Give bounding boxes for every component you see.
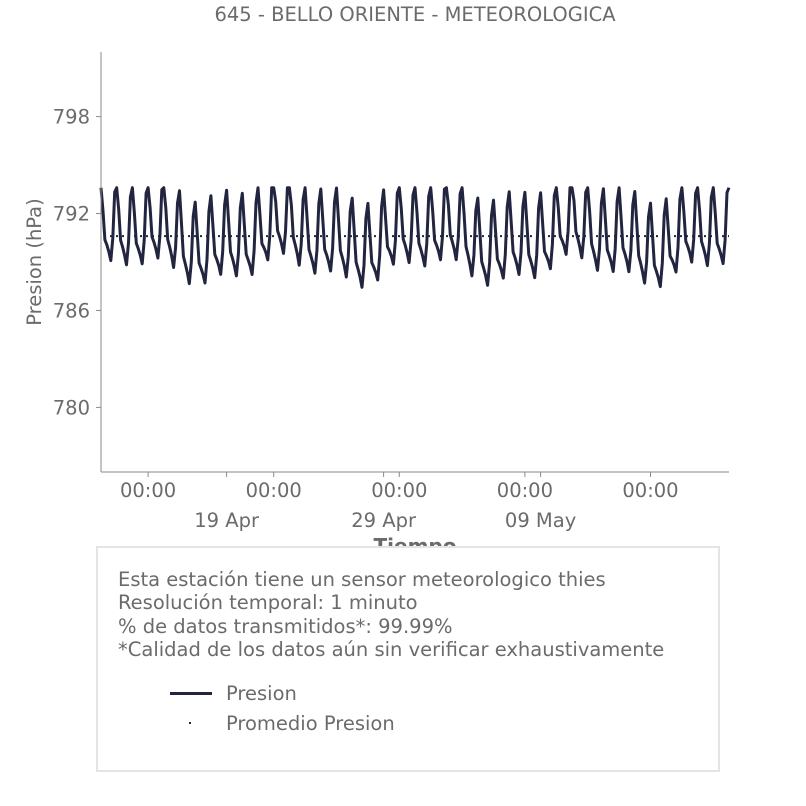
legend-line-swatch <box>168 681 214 705</box>
quality-note: *Calidad de los datos aún sin verificar … <box>118 637 665 661</box>
x-tick-label: 00:00 <box>371 479 427 502</box>
legend-dot-swatch <box>168 711 214 735</box>
plot-area <box>99 186 731 289</box>
legend-item-presion: Presion <box>168 681 297 705</box>
sensor-info: Esta estación tiene un sensor meteorolog… <box>118 568 606 591</box>
chart-title: 645 - BELLO ORIENTE - METEOROLOGICA <box>214 3 616 26</box>
x-tick-label: 00:00 <box>497 479 553 502</box>
data-transmitted: % de datos transmitidos*: 99.99% <box>118 614 453 638</box>
y-tick-label: 798 <box>53 106 90 129</box>
temporal-resolution: Resolución temporal: 1 minuto <box>118 591 418 615</box>
y-axis-label: Presion (hPa) <box>23 198 46 325</box>
x-tick-label: 00:00 <box>246 479 302 502</box>
y-tick-label: 792 <box>53 203 90 226</box>
x-date-label: 09 May <box>505 509 576 532</box>
x-date-label: 29 Apr <box>351 509 417 532</box>
y-tick-label: 786 <box>53 299 90 322</box>
axes: 780 786 792 798 00:00 00:00 00:00 00:00 00:00 19 … <box>53 52 729 532</box>
presion-series-line <box>99 186 731 289</box>
x-tick-label: 00:00 <box>120 479 176 502</box>
legend-label-promedio: Promedio Presion <box>226 711 395 735</box>
x-tick-label: 00:00 <box>622 479 678 502</box>
x-date-label: 19 Apr <box>194 509 260 532</box>
legend-label-presion: Presion <box>226 681 297 705</box>
y-tick-label: 780 <box>53 396 90 419</box>
info-text: Esta estación tiene un sensor meteorolog… <box>118 568 664 661</box>
legend-item-promedio: Promedio Presion <box>168 711 395 735</box>
info-panel: Esta estación tiene un sensor meteorolog… <box>96 546 720 772</box>
